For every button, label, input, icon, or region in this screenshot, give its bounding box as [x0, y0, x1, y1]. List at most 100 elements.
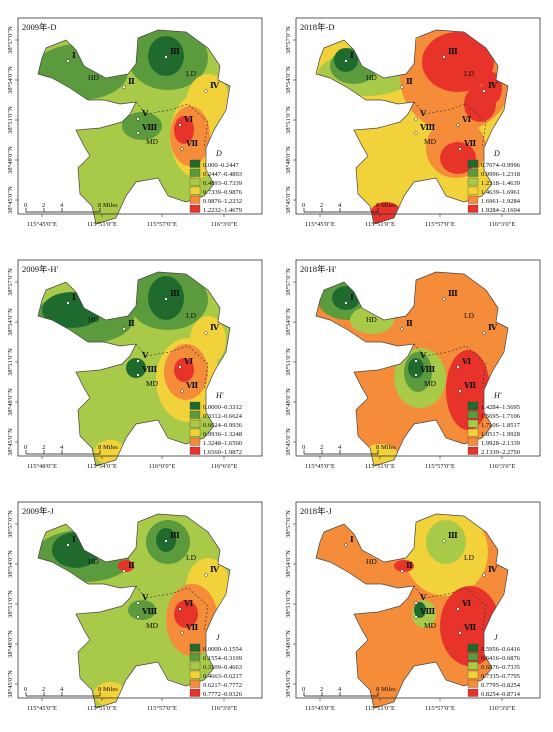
x-tick-label-1: 115°51′0″E — [365, 463, 395, 470]
scale-tick-label-2: 4 — [60, 444, 64, 451]
scale-unit: Miles — [381, 444, 396, 451]
legend-label-4: 0.7339–0.9876 — [203, 189, 243, 196]
y-tick-label-0: 38°57′0″N — [285, 510, 292, 538]
site-label-8: Ⅷ — [141, 365, 157, 374]
legend: J 0.5956–0.6416 0.6416–0.6876 0.6876–0.7335… — [467, 633, 521, 698]
legend-swatch-6 — [467, 446, 479, 455]
sample-site-marker — [456, 607, 460, 611]
legend-label-2: 0.6416–0.6876 — [481, 655, 521, 662]
legend-swatch-3 — [467, 419, 479, 428]
sample-site-marker — [178, 365, 182, 369]
scale-bar: 0 2 4 8 Miles — [302, 686, 396, 697]
sample-site-marker — [164, 297, 168, 301]
sample-site-marker — [414, 373, 418, 377]
legend-label-4: 1.8517–1.9928 — [481, 431, 520, 438]
legend-swatch-1 — [189, 159, 201, 168]
scale-tick-label-0: 0 — [24, 444, 27, 451]
legend-swatch-2 — [467, 652, 479, 661]
legend-label-6: 1.2232–1.4679 — [203, 207, 242, 214]
sample-site-marker — [456, 365, 460, 369]
sample-site-marker — [136, 359, 140, 363]
site-label-7: Ⅶ — [463, 139, 476, 148]
y-tick-label-0: 38°57′0″N — [7, 510, 14, 538]
x-tick-label-2: 115°57′0″E — [425, 221, 455, 228]
x-tick-label-2: 115°57′0″E — [425, 463, 455, 470]
study-area-outline — [315, 513, 509, 709]
scale-bar: 0 2 4 8 Miles — [302, 202, 396, 213]
legend: D 0.000–0.2447 0.2447–0.4893 0.4893–0.7339 0… — [189, 149, 243, 214]
scale-tick-label-0: 0 — [24, 686, 27, 693]
scale-unit: Miles — [381, 202, 396, 209]
scale-tick-label-1: 2 — [320, 202, 323, 209]
density-surface — [38, 514, 230, 708]
legend-label-3: 0.6624–0.9936 — [203, 422, 243, 429]
site-label-8: Ⅷ — [419, 365, 435, 374]
sample-site-marker — [204, 331, 208, 335]
x-tick-label-1: 115°51′0″E — [87, 705, 117, 712]
map-area: Ⅰ Ⅱ Ⅲ Ⅳ Ⅴ Ⅵ Ⅶ Ⅷ HD LD MD — [37, 271, 231, 467]
scale-bar: 0 2 4 8 Miles — [24, 202, 118, 213]
surface-zone-7 — [174, 600, 198, 628]
x-tick-label-0: 115°48′0″E — [27, 463, 57, 470]
study-area-outline — [37, 29, 231, 225]
scale-tick-label-2: 4 — [60, 202, 64, 209]
legend-swatch-4 — [467, 428, 479, 437]
site-label-1: Ⅰ — [350, 535, 354, 544]
y-tick-label-3: 38°48′0″N — [7, 630, 14, 658]
site-label-8: Ⅷ — [419, 123, 435, 132]
sample-site-marker — [136, 117, 140, 121]
y-tick-label-1: 38°54′0″N — [7, 308, 14, 336]
y-tick-label-0: 38°57′0″N — [285, 268, 292, 296]
site-label-7: Ⅶ — [185, 139, 198, 148]
legend-label-2: 0.3312–0.6624 — [203, 413, 243, 420]
legend: J 0.0000–0.1554 0.1554–0.3109 0.3109–0.4663… — [189, 633, 243, 698]
legend-label-5: 0.7795–0.8254 — [481, 682, 521, 689]
panel-title: 2018年-D — [300, 22, 334, 32]
y-tick-label-2: 38°51′0″N — [7, 590, 14, 618]
legend-swatch-6 — [189, 204, 201, 213]
y-tick-label-3: 38°48′0″N — [7, 388, 14, 416]
y-tick-label-2: 38°51′0″N — [285, 106, 292, 134]
legend-swatch-1 — [467, 159, 479, 168]
legend-label-5: 1.9928–2.1339 — [481, 440, 520, 447]
scale-bar: 0 2 4 8 Miles — [302, 444, 396, 455]
surface-zone-6 — [446, 350, 490, 430]
legend-swatch-3 — [189, 661, 201, 670]
legend-swatch-3 — [467, 661, 479, 670]
district-label-md: MD — [424, 137, 437, 146]
scale-tick-label-0: 0 — [302, 444, 305, 451]
map-frame — [295, 259, 541, 457]
scale-tick-label-1: 2 — [42, 202, 45, 209]
y-tick-label-3: 38°48′0″N — [285, 630, 292, 658]
site-label-2: Ⅱ — [128, 319, 135, 328]
y-tick-label-4: 38°45′0″N — [285, 186, 292, 214]
surface-zone-4 — [414, 602, 426, 618]
scale-tick-label-2: 4 — [60, 686, 64, 693]
scale-bar: 0 2 4 8 Miles — [24, 444, 118, 455]
district-label-md: MD — [146, 379, 159, 388]
district-label-md: MD — [146, 137, 159, 146]
sample-site-marker — [66, 543, 70, 547]
legend-swatch-1 — [189, 643, 201, 652]
scale-tick-label-1: 2 — [320, 444, 323, 451]
y-tick-label-3: 38°48′0″N — [285, 388, 292, 416]
x-tick-label-1: 115°54′0″E — [87, 463, 117, 470]
x-tick-label-3: 116°3′0″E — [211, 221, 238, 228]
map-frame — [17, 501, 263, 699]
y-tick-label-2: 38°51′0″N — [285, 590, 292, 618]
map-area: Ⅰ Ⅱ Ⅲ Ⅳ Ⅴ Ⅵ Ⅶ Ⅷ HD LD MD — [37, 29, 231, 225]
scale-bar: 0 2 4 8 Miles — [24, 686, 118, 697]
sample-site-marker — [482, 89, 486, 93]
sample-site-marker — [122, 85, 126, 89]
legend-swatch-2 — [467, 410, 479, 419]
legend-swatch-2 — [467, 168, 479, 177]
site-label-7: Ⅶ — [463, 381, 476, 390]
sample-site-marker — [442, 297, 446, 301]
site-label-5: Ⅴ — [419, 351, 427, 360]
site-label-1: Ⅰ — [72, 535, 76, 544]
legend-swatch-2 — [189, 410, 201, 419]
study-area-outline — [37, 513, 231, 709]
legend-label-5: 1.6961–1.9284 — [481, 198, 521, 205]
legend-label-1: 0.7674–0.9996 — [481, 162, 521, 169]
density-surface — [316, 514, 508, 708]
